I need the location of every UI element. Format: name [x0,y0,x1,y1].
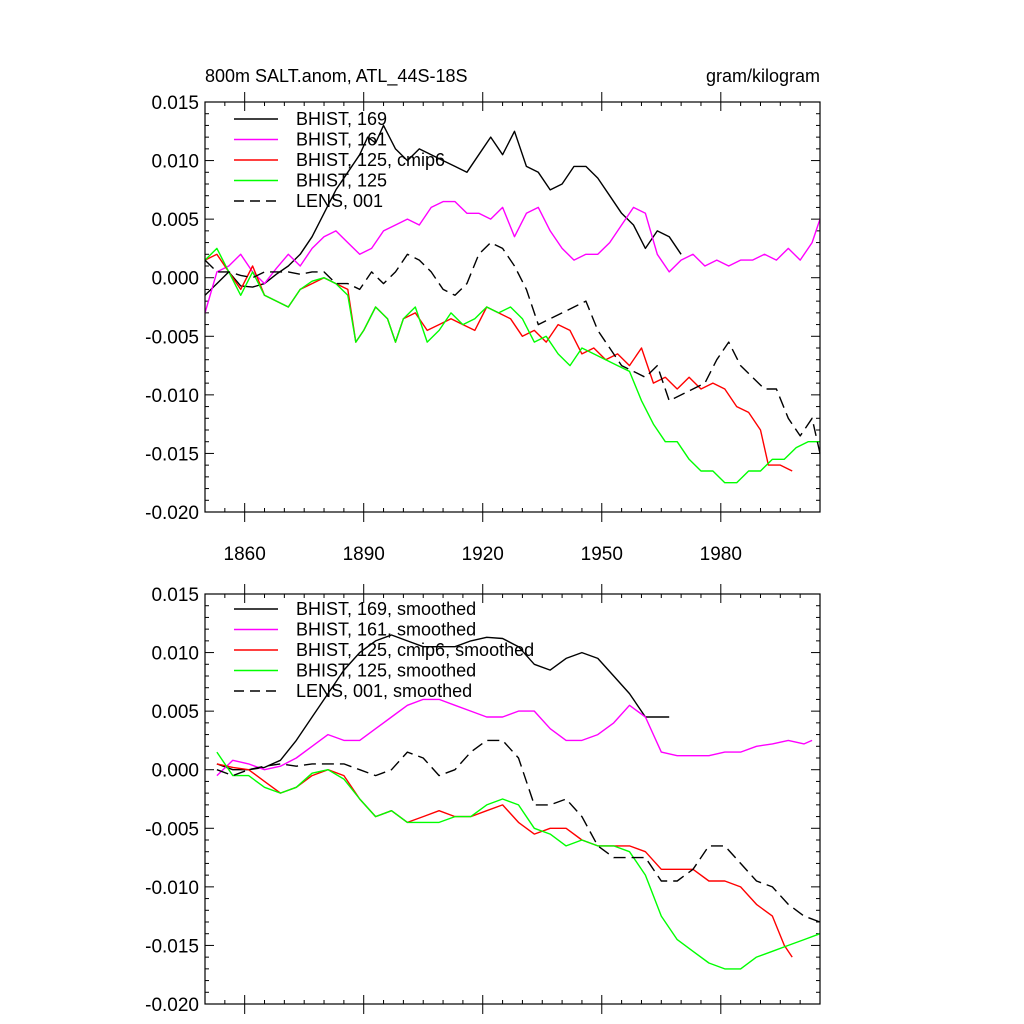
legend-entry: LENS, 001, smoothed [296,681,472,701]
legend-entry: BHIST, 125, cmip6, smoothed [296,640,534,660]
x-tick-label: 1980 [700,544,742,565]
legend-entry: BHIST, 169, smoothed [296,599,476,619]
y-tick-label: -0.010 [145,386,199,407]
legend-entry: BHIST, 125, cmip6 [296,150,445,170]
y-tick-label: -0.015 [145,444,199,465]
y-tick-label: 0.010 [151,644,199,665]
legend-entry: BHIST, 161, smoothed [296,620,476,640]
chart-title: 800m SALT.anom, ATL_44S-18S [205,66,468,87]
y-tick-label: 0.015 [151,93,199,114]
series-line-3 [216,751,821,970]
series-line-1 [216,698,813,777]
y-tick-label: 0.000 [151,761,199,782]
y-tick-label: 0.005 [151,210,199,231]
legend-entry: BHIST, 125 [296,171,387,191]
legend-entry: BHIST, 161 [296,130,387,150]
series-line-0 [204,124,682,296]
series-line-3 [204,247,820,484]
series-line-4 [216,739,821,923]
y-tick-label: -0.020 [145,995,199,1016]
legend-entry: BHIST, 125, smoothed [296,661,476,681]
series-line-4 [204,241,821,454]
bottom-plot-frame [204,593,821,1005]
y-tick-label: -0.005 [145,327,199,348]
x-tick-label: 1860 [224,544,266,565]
x-tick-label: 1950 [581,544,623,565]
legend-entry: BHIST, 169 [296,109,387,129]
y-tick-label: 0.010 [151,152,199,173]
series-line-2 [204,253,793,472]
y-tick-label: -0.020 [145,503,199,524]
series-line-1 [204,200,821,314]
y-tick-label: -0.010 [145,878,199,899]
top-plot-frame [204,101,821,513]
chart-units: gram/kilogram [706,66,820,86]
x-tick-label: 1920 [462,544,504,565]
y-tick-label: 0.005 [151,702,199,723]
x-tick-label: 1890 [343,544,385,565]
series-line-0 [216,634,670,771]
series-line-2 [216,763,793,958]
y-tick-label: 0.015 [151,585,199,606]
y-tick-label: -0.005 [145,819,199,840]
bottom-panel: 0.015 0.010 0.005 0.000 -0.005 -0.010 -0.015 -0… [145,584,821,1016]
legend-entry: LENS, 001 [296,191,383,211]
y-tick-label: -0.015 [145,936,199,957]
y-tick-label: 0.000 [151,269,199,290]
top-panel: 800m SALT.anom, ATL_44S-18S gram/kilogra… [145,66,821,565]
